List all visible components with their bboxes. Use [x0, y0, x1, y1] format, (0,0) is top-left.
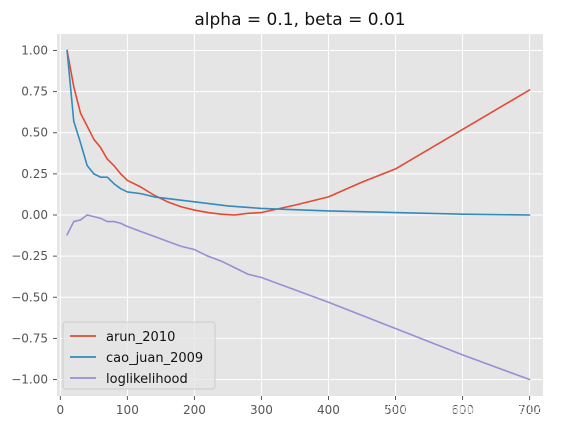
y-tick-label: −1.00: [11, 373, 48, 387]
y-tick-label: 0.25: [21, 167, 48, 181]
y-tick-label: 1.00: [21, 43, 48, 57]
series-line-arun-2010: [66, 49, 531, 216]
x-tick-label: 700: [518, 403, 541, 417]
legend: arun_2010 cao_juan_2009 loglikelihood: [62, 321, 216, 390]
x-tick-label: 300: [250, 403, 273, 417]
series-line-loglikelihood: [66, 214, 531, 381]
legend-label: arun_2010: [106, 330, 175, 345]
series-line-cao-juan-2009: [66, 49, 531, 216]
legend-label: cao_juan_2009: [106, 351, 203, 366]
x-tick-label: 500: [384, 403, 407, 417]
x-tick-label: 400: [317, 403, 340, 417]
y-tick-label: 0.50: [21, 126, 48, 140]
chart-title: alpha = 0.1, beta = 0.01: [194, 10, 405, 30]
watermark-text: https://blog.csdn.net/qq_19661291: [346, 402, 557, 416]
y-axis-ticks: 1.00 0.75 0.50 0.25 0.00 −0.25 −0.50 −0.75 −1.00: [11, 43, 57, 387]
x-tick-label: 600: [451, 403, 474, 417]
legend-box: [62, 321, 216, 390]
x-tick-label: 100: [116, 403, 139, 417]
series-lines: [66, 49, 531, 381]
y-tick-label: −0.75: [11, 331, 48, 345]
y-tick-label: −0.50: [11, 290, 48, 304]
x-tick-label: 200: [183, 403, 206, 417]
x-axis-ticks: 0 100 200 300 400 500 600 700: [57, 396, 541, 417]
legend-label: loglikelihood: [106, 372, 188, 387]
y-tick-label: 0.00: [21, 208, 48, 222]
x-tick-label: 0: [57, 403, 65, 417]
y-tick-label: 0.75: [21, 85, 48, 99]
y-tick-label: −0.25: [11, 249, 48, 263]
